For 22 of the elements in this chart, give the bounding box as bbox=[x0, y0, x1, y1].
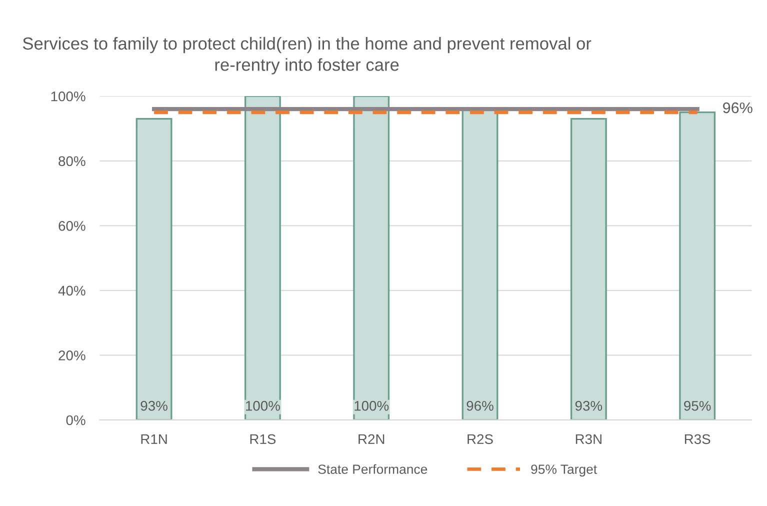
data-label: 96% bbox=[466, 400, 494, 411]
data-label: 95% bbox=[684, 400, 711, 411]
y-tick-label: 100% bbox=[51, 91, 86, 102]
annotation: 96% bbox=[723, 102, 752, 114]
x-tick-label: R2N bbox=[358, 434, 384, 444]
x-tick-label: R3S bbox=[684, 434, 710, 444]
y-tick-label: 20% bbox=[58, 350, 86, 360]
x-tick-label: R2S bbox=[468, 434, 493, 444]
data-label: 100% bbox=[354, 400, 389, 411]
data-label: 93% bbox=[575, 400, 602, 411]
chart-title: Services to family to protect child(ren) in the home and prevent removal or re-rentry into foster care bbox=[22, 36, 592, 74]
y-tick-label: 80% bbox=[58, 156, 86, 166]
y-tick-label: 0% bbox=[66, 415, 86, 426]
data-label: 100% bbox=[246, 400, 280, 411]
data-label: 93% bbox=[140, 400, 168, 411]
x-tick-label: R1N bbox=[141, 434, 167, 444]
x-tick-label: R3N bbox=[576, 434, 602, 444]
y-tick-label: 40% bbox=[58, 286, 86, 296]
legend-label: 95% Target bbox=[531, 464, 597, 477]
y-tick-label: 60% bbox=[58, 221, 86, 231]
x-tick-label: R1S bbox=[250, 434, 276, 444]
legend-label: State Performance bbox=[318, 464, 428, 474]
